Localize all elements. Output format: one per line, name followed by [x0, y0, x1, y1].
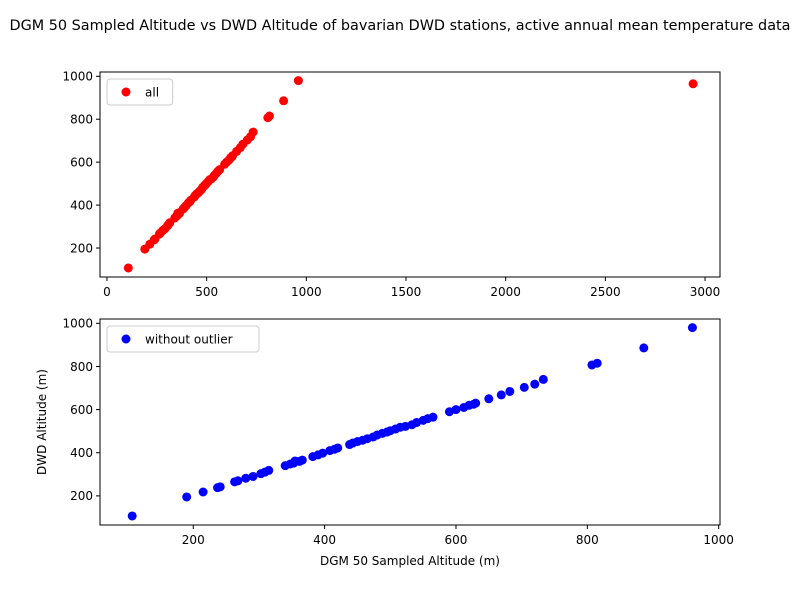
- data-point: [471, 398, 481, 408]
- data-point: [293, 76, 303, 86]
- y-tick-label: 400: [70, 198, 93, 212]
- y-tick-label: 600: [70, 155, 93, 169]
- y-tick-label: 800: [70, 113, 93, 127]
- x-tick-label: 2500: [590, 285, 621, 299]
- plot-frame: [99, 71, 721, 278]
- data-point: [496, 390, 506, 400]
- data-point: [127, 511, 137, 521]
- data-point: [333, 443, 343, 453]
- legend-marker: [121, 87, 131, 97]
- y-tick-label: 200: [70, 489, 93, 503]
- y-tick-label: 1000: [62, 70, 93, 84]
- legend-label: without outlier: [145, 333, 233, 347]
- data-point: [182, 492, 192, 502]
- x-tick-label: 1000: [703, 533, 734, 547]
- data-point: [505, 386, 515, 396]
- bottom-scatter-plot: 200 400 600 800 1000 200 400 600 800 1000 DGM 50 S…: [35, 317, 734, 568]
- legend: all: [106, 78, 174, 106]
- data-point: [687, 323, 697, 333]
- x-tick-label: 0: [103, 285, 111, 299]
- legend: without outlier: [106, 325, 260, 353]
- data-point: [248, 127, 258, 137]
- plot-frame: [99, 318, 721, 526]
- y-tick-label: 1000: [62, 317, 93, 331]
- x-tick-label: 2000: [490, 285, 521, 299]
- x-tick-label: 1000: [291, 285, 322, 299]
- data-point: [233, 476, 243, 486]
- data-point: [451, 405, 461, 415]
- y-tick-label: 800: [70, 360, 93, 374]
- y-tick-label: 400: [70, 446, 93, 460]
- data-point: [241, 473, 251, 483]
- legend-label: all: [145, 86, 159, 100]
- data-point: [264, 465, 274, 475]
- figure-title: DGM 50 Sampled Altitude vs DWD Altitude …: [10, 18, 791, 34]
- legend-marker: [121, 334, 131, 344]
- data-point: [264, 111, 274, 121]
- data-point: [428, 412, 438, 422]
- y-axis-label: DWD Altitude (m): [35, 369, 49, 475]
- data-point: [248, 471, 258, 481]
- x-tick-label: 200: [182, 533, 205, 547]
- data-point: [688, 79, 698, 89]
- data-point: [484, 394, 494, 404]
- data-point: [198, 487, 208, 497]
- data-point: [318, 448, 328, 458]
- x-tick-label: 3000: [690, 285, 721, 299]
- x-tick-label: 800: [576, 533, 599, 547]
- data-point: [530, 379, 540, 389]
- legend-box: [106, 78, 174, 106]
- x-tick-label: 500: [195, 285, 218, 299]
- x-tick-label: 1500: [391, 285, 422, 299]
- data-point: [519, 382, 529, 392]
- y-tick-label: 600: [70, 403, 93, 417]
- data-point: [215, 482, 225, 492]
- x-tick-label: 400: [313, 533, 336, 547]
- top-scatter-plot: 0 500 1000 1500 2000 2500 3000 200 400 600 800 1000…: [62, 70, 721, 299]
- data-point: [297, 455, 307, 465]
- y-tick-label: 200: [70, 241, 93, 255]
- x-tick-label: 600: [445, 533, 468, 547]
- legend-box: [106, 325, 260, 353]
- data-point: [279, 96, 289, 106]
- data-point: [639, 343, 649, 353]
- data-point: [538, 374, 548, 384]
- data-point: [592, 358, 602, 368]
- data-point: [123, 263, 133, 273]
- x-axis-label: DGM 50 Sampled Altitude (m): [320, 554, 500, 568]
